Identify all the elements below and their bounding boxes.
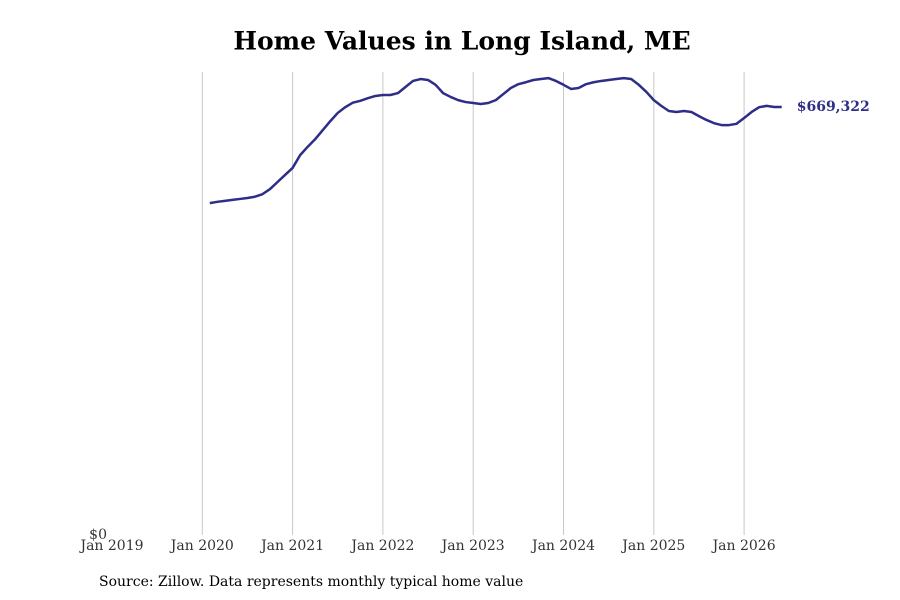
x-tick-label: Jan 2021 [259,538,324,554]
x-tick-label: Jan 2019 [78,538,143,554]
source-note: Source: Zillow. Data represents monthly … [99,574,523,590]
line-series [209,76,782,205]
end-value-label: $669,322 [797,99,870,115]
x-tick-label: Jan 2024 [530,538,595,554]
x-tick-label: Jan 2025 [620,538,685,554]
y-tick-label: $0 [89,527,107,543]
x-tick-label: Jan 2020 [169,538,234,554]
x-tick-label: Jan 2022 [349,538,414,554]
x-tick-label: Jan 2023 [440,538,505,554]
x-tick-label: Jan 2026 [711,538,776,554]
chart-title: Home Values in Long Island, ME [233,27,690,56]
